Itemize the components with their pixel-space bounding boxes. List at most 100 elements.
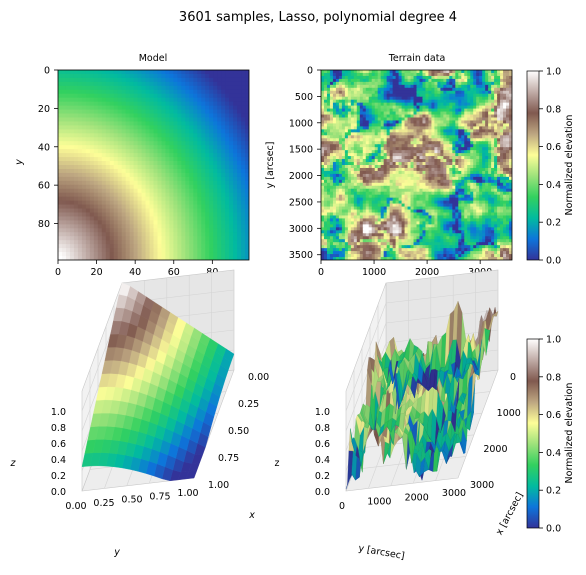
heatmap-cell xyxy=(185,105,190,111)
heatmap-cell xyxy=(121,208,127,214)
heatmap-cell xyxy=(392,75,397,80)
heatmap-cell xyxy=(407,120,412,125)
heatmap-cell xyxy=(398,129,403,133)
heatmap-cell xyxy=(121,153,127,158)
heatmap-cell xyxy=(458,156,462,160)
heatmap-cell xyxy=(356,129,361,133)
heatmap-cell xyxy=(141,125,147,130)
heatmap-cell xyxy=(153,81,159,87)
heatmap-cell xyxy=(177,85,182,91)
heatmap-cell xyxy=(359,167,364,172)
heatmap-cell xyxy=(497,185,501,190)
heatmap-cell xyxy=(395,93,400,98)
heatmap-cell xyxy=(500,117,504,122)
heatmap-cell xyxy=(213,161,218,166)
heatmap-cell xyxy=(241,172,246,178)
heatmap-cell xyxy=(121,200,127,206)
heatmap-cell xyxy=(109,129,115,134)
heatmap-cell xyxy=(229,81,234,87)
heatmap-cell xyxy=(371,117,376,122)
heatmap-cell xyxy=(509,93,512,98)
heatmap-cell xyxy=(383,111,388,116)
heatmap-cell xyxy=(461,132,465,136)
heatmap-cell xyxy=(181,77,186,83)
heatmap-cell xyxy=(470,156,474,160)
heatmap-cell xyxy=(101,141,107,146)
heatmap-cell xyxy=(488,141,492,145)
heatmap-cell xyxy=(173,70,178,75)
heatmap-cell xyxy=(350,182,355,187)
heatmap-cell xyxy=(467,123,471,128)
heatmap-cell xyxy=(161,109,167,115)
heatmap-cell xyxy=(467,135,471,139)
heatmap-cell xyxy=(221,172,226,178)
heatmap-cell xyxy=(374,129,379,133)
heatmap-cell xyxy=(161,117,167,123)
heatmap-cell xyxy=(440,108,444,113)
heatmap-cell xyxy=(173,105,178,111)
heatmap-cell xyxy=(133,200,139,206)
heatmap-cell xyxy=(476,99,480,104)
heatmap-cell xyxy=(329,126,334,130)
heatmap-cell xyxy=(401,135,406,139)
heatmap-cell xyxy=(185,117,190,123)
heatmap-cell xyxy=(392,90,397,95)
heatmap-cell xyxy=(73,200,79,206)
heatmap-cell xyxy=(81,149,87,154)
heatmap-cell xyxy=(506,138,510,142)
heatmap-cell xyxy=(437,123,441,128)
heatmap-cell xyxy=(485,129,489,133)
heatmap-cell xyxy=(173,133,178,138)
heatmap-cell xyxy=(201,180,206,186)
heatmap-cell xyxy=(117,113,123,119)
heatmap-cell xyxy=(374,78,379,83)
heatmap-cell xyxy=(329,81,334,86)
heatmap-cell xyxy=(65,180,71,186)
heatmap-cell xyxy=(503,117,507,122)
heatmap-cell xyxy=(221,244,226,249)
heatmap-cell xyxy=(213,188,218,194)
heatmap-cell xyxy=(73,176,79,182)
heatmap-cell xyxy=(446,102,450,107)
heatmap-cell xyxy=(77,73,83,79)
heatmap-cell xyxy=(509,126,512,130)
heatmap-cell xyxy=(446,99,450,104)
heatmap-cell xyxy=(485,93,489,98)
heatmap-cell xyxy=(165,137,171,142)
heatmap-cell xyxy=(353,147,358,151)
heatmap-cell xyxy=(341,165,346,169)
heatmap-cell xyxy=(173,85,178,91)
heatmap-cell xyxy=(177,220,182,225)
heatmap-cell xyxy=(431,90,435,95)
heatmap-cell xyxy=(321,132,325,136)
heatmap-cell xyxy=(177,125,182,130)
heatmap-cell xyxy=(368,144,373,148)
heatmap-cell xyxy=(347,70,352,74)
y-tick-label: 40 xyxy=(38,142,50,153)
heatmap-cell xyxy=(413,93,418,98)
heatmap-cell xyxy=(344,179,349,184)
heatmap-cell xyxy=(389,81,394,86)
heatmap-cell xyxy=(129,196,135,202)
heatmap-cell xyxy=(323,173,328,178)
heatmap-cell xyxy=(89,204,95,210)
heatmap-cell xyxy=(434,111,438,116)
heatmap-cell xyxy=(137,153,143,158)
heatmap-cell xyxy=(425,81,430,86)
heatmap-cell xyxy=(440,102,444,107)
heatmap-cell xyxy=(416,162,421,166)
heatmap-cell xyxy=(443,108,447,113)
heatmap-cell xyxy=(133,184,139,190)
heatmap-cell xyxy=(73,184,79,190)
heatmap-cell xyxy=(169,113,174,119)
heatmap-cell xyxy=(491,173,495,178)
heatmap-cell xyxy=(398,99,403,104)
heatmap-cell xyxy=(165,153,171,158)
heatmap-cell xyxy=(500,159,504,163)
heatmap-cell xyxy=(470,96,474,101)
heatmap-cell xyxy=(362,170,367,175)
heatmap-cell xyxy=(201,145,206,150)
heatmap-cell xyxy=(446,93,450,98)
heatmap-cell xyxy=(452,188,456,193)
heatmap-cell xyxy=(165,101,171,107)
